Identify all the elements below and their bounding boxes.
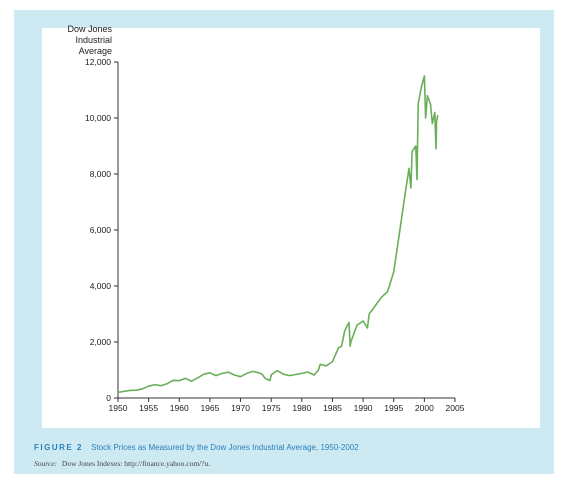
x-axis: 1950 1955 1960 1965 1970 1975 1980 1985 1990 1995…: [109, 397, 465, 413]
y-tick-label: 0: [106, 393, 111, 403]
y-tick-label: 10,000: [85, 113, 111, 123]
x-tick-label: 1990: [354, 403, 373, 413]
y-tick-label: 12,000: [85, 57, 111, 67]
figure-caption: FIGURE 2 Stock Prices as Measured by the…: [34, 443, 554, 452]
y-tick-label: 4,000: [90, 281, 112, 291]
x-tick-label: 1980: [292, 403, 311, 413]
y-tick-label: 6,000: [90, 225, 112, 235]
figure-label: FIGURE 2: [34, 443, 83, 452]
series-line-dow-jones: [117, 75, 439, 394]
x-tick-label: 1965: [200, 403, 219, 413]
source-note: Source: Dow Jones Indexes: http://financ…: [34, 459, 554, 468]
x-tick-label: 1970: [231, 403, 250, 413]
y-axis-title-line-2: Industrial Average: [75, 35, 112, 56]
x-tick-label: 2005: [446, 403, 465, 413]
x-tick-label: 1955: [139, 403, 158, 413]
chart-panel: [42, 28, 540, 428]
x-tick-label: 1960: [170, 403, 189, 413]
x-tick-label: 1950: [109, 403, 128, 413]
y-axis-title-line-1: Dow Jones: [67, 24, 112, 34]
x-tick-label: 1985: [323, 403, 342, 413]
source-label: Source:: [34, 459, 58, 468]
y-axis-title: Dow Jones Industrial Average: [48, 24, 112, 57]
x-tick-label: 2000: [415, 403, 434, 413]
x-tick-label: 1995: [384, 403, 403, 413]
y-tick-label: 8,000: [90, 169, 112, 179]
y-axis: 0 2,000 4,000 6,000 8,000 10,000 12,000: [85, 57, 119, 403]
source-text: Dow Jones Indexes: http://finance.yahoo.…: [61, 459, 211, 468]
y-tick-label: 2,000: [90, 337, 112, 347]
figure-frame: FIGURE 2 Stock Prices as Measured by the…: [14, 10, 554, 474]
figure-caption-text: Stock Prices as Measured by the Dow Jone…: [91, 443, 359, 452]
x-tick-label: 1975: [262, 403, 281, 413]
